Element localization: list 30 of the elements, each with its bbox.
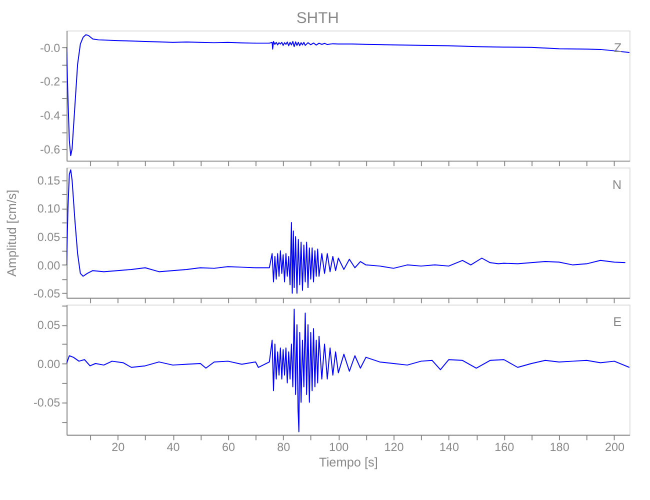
x-tick-label: 60 <box>222 440 236 454</box>
y-tick-label: -0.6 <box>40 143 61 156</box>
x-tick-label: 140 <box>439 440 460 454</box>
x-tick-label: 100 <box>329 440 350 454</box>
x-tick-label: 40 <box>166 440 180 454</box>
y-tick-label: 0.10 <box>37 202 61 216</box>
x-tick-label: 160 <box>494 440 515 454</box>
x-tick-label: 180 <box>550 440 570 454</box>
annotation: E <box>613 314 622 330</box>
line-series <box>66 308 630 432</box>
x-tick-label: 80 <box>277 440 291 454</box>
x-axis-title: Tiempo [s] <box>319 454 378 470</box>
y-tick-label: -0.05 <box>33 288 61 301</box>
y-tick-label: 0.15 <box>37 174 61 188</box>
x-tick-label: 200 <box>604 440 626 454</box>
line-series <box>66 169 626 294</box>
y-tick-label: 0.00 <box>37 259 61 272</box>
y-axis-title: Amplitud [cm/s] <box>4 190 20 277</box>
line-series <box>66 34 630 156</box>
x-tick-label: 20 <box>112 440 126 454</box>
y-tick-label: -0.05 <box>33 396 61 410</box>
y-tick-label: 0.05 <box>37 319 61 332</box>
y-tick-label: -0.0 <box>40 42 61 55</box>
annotation: N <box>612 177 622 192</box>
chart-title: SHTH <box>296 10 339 28</box>
y-tick-label: -0.2 <box>40 76 60 89</box>
y-tick-label: 0.05 <box>37 231 61 244</box>
y-tick-label: 0.00 <box>37 358 61 371</box>
y-tick-label: -0.4 <box>40 109 61 122</box>
x-tick-label: 120 <box>384 440 404 454</box>
